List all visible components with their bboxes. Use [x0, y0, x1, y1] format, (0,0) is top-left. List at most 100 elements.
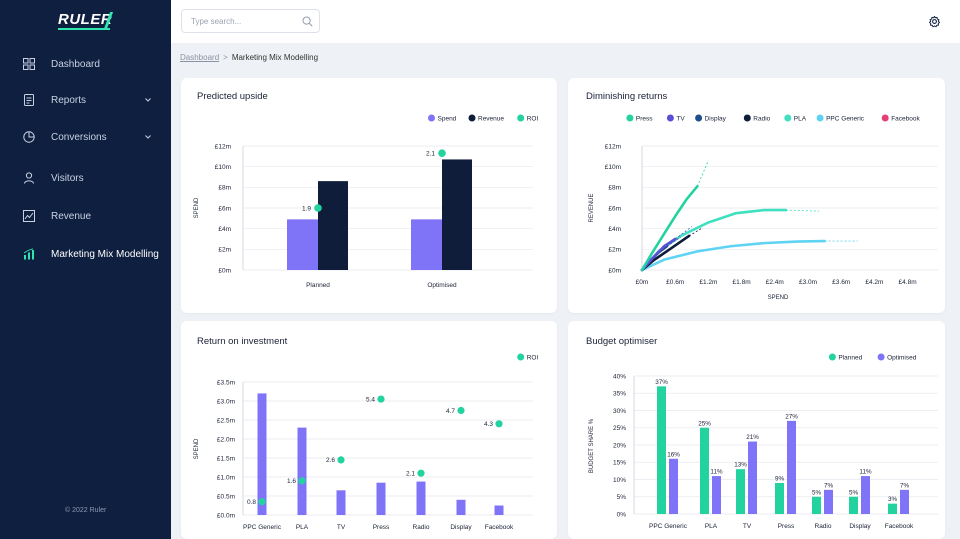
- y-tick-label: 0%: [617, 511, 627, 518]
- projection-pla: [785, 209, 820, 212]
- roi-label: 2.1: [426, 151, 435, 158]
- x-tick-label: £4.2m: [865, 279, 883, 286]
- ruler-logo[interactable]: RULER: [58, 11, 113, 28]
- x-tick-label: PPC Generic: [649, 523, 688, 530]
- roi-label: 4.7: [446, 408, 455, 415]
- sidebar-item-visitors[interactable]: Visitors: [0, 163, 171, 193]
- line-radio: [640, 234, 691, 272]
- bar-spend-display: [456, 499, 466, 515]
- x-tick-label: £2.4m: [766, 279, 784, 286]
- y-tick-label: £12m: [605, 143, 621, 150]
- data-label-planned: 9%: [775, 475, 785, 482]
- sidebar-item-label: Dashboard: [51, 58, 100, 70]
- x-tick-label: PLA: [296, 524, 309, 531]
- y-tick-label: £0.0m: [217, 512, 235, 519]
- card-title: Diminishing returns: [586, 91, 668, 102]
- report-icon: [24, 94, 34, 106]
- bar-optimised-press: [787, 420, 796, 514]
- chart-budget-optimiser: Optimised Planned 0% 5% 10% 15% 20% 25% 30% 35% 40…: [589, 353, 938, 530]
- y-tick-label: £1.5m: [217, 455, 235, 462]
- x-tick-label: £1.8m: [733, 279, 751, 286]
- legend-swatch-revenue: [468, 114, 476, 122]
- y-tick-label: £2m: [608, 247, 621, 254]
- card-title: Budget optimiser: [586, 336, 658, 347]
- roi-label: 2.6: [326, 457, 335, 464]
- bar-optimised-radio: [824, 489, 833, 514]
- data-label-optimised: 16%: [667, 451, 680, 458]
- bar-planned-facebook: [888, 503, 897, 514]
- chart-diminishing-returns: Facebook PPC Generic PLA Radio Display TV Pres…: [589, 114, 938, 301]
- x-tick-label: £4.8m: [899, 279, 917, 286]
- sidebar-item-label: Revenue: [51, 210, 92, 222]
- x-tick-label: PPC Generic: [243, 524, 282, 531]
- roi-point-optimised: [438, 149, 446, 158]
- data-label-optimised: 11%: [710, 469, 723, 476]
- roi-point-planned: [314, 204, 322, 212]
- card-diminishing-returns: Diminishing returns Facebook PPC Generic P…: [568, 78, 945, 313]
- breadcrumb-dashboard-link[interactable]: Dashboard: [180, 53, 220, 62]
- x-tick-label: Radio: [815, 523, 832, 530]
- legend-label-ppc-generic: PPC Generic: [826, 116, 865, 123]
- data-label-planned: 37%: [655, 379, 668, 386]
- bar-revenue-optimised: [442, 159, 472, 270]
- x-tick-label: Facebook: [885, 523, 914, 530]
- y-tick-label: £3.5m: [217, 379, 235, 386]
- legend-swatch-planned: [828, 353, 836, 361]
- data-label-planned: 5%: [812, 489, 822, 496]
- legend-label-facebook: Facebook: [891, 116, 920, 123]
- bar-spend-facebook: [494, 505, 504, 515]
- sidebar-item-label: Reports: [51, 94, 87, 106]
- bar-planned-display: [849, 496, 858, 514]
- bar-optimised-tv: [748, 441, 757, 514]
- data-label-optimised: 27%: [785, 413, 798, 420]
- gear-icon[interactable]: [928, 15, 941, 28]
- x-tick-label: Press: [373, 524, 390, 531]
- y-tick-label: £6m: [218, 205, 231, 212]
- bar-optimised-facebook: [900, 489, 909, 514]
- search-icon[interactable]: [302, 16, 313, 27]
- data-label-optimised: 21%: [746, 434, 759, 441]
- roi-point-tv: [337, 456, 345, 464]
- sidebar-item-revenue[interactable]: Revenue: [0, 201, 171, 231]
- x-tick-label: £0m: [636, 279, 649, 286]
- y-tick-label: £4m: [608, 226, 621, 233]
- legend-label-press: Press: [636, 116, 653, 123]
- chevron-down-icon[interactable]: [144, 96, 152, 104]
- revenue-icon: [23, 210, 35, 222]
- x-tick-label: £3.0m: [799, 279, 817, 286]
- bar-chart-icon: [23, 248, 34, 260]
- sidebar-item-marketing-mix-modelling[interactable]: Marketing Mix Modelling: [0, 239, 171, 269]
- bar-spend-ppc-generic: [257, 393, 267, 515]
- x-tick-label: PLA: [705, 523, 718, 530]
- y-axis-title: REVENUE: [589, 193, 595, 222]
- bar-spend-pla: [297, 427, 307, 515]
- x-tick-label: £0.6m: [666, 279, 684, 286]
- y-tick-label: £6m: [608, 205, 621, 212]
- legend-swatch-radio: [743, 114, 751, 122]
- legend-label-display: Display: [705, 116, 727, 123]
- roi-label: 2.1: [406, 471, 415, 478]
- legend-swatch-display: [695, 114, 703, 122]
- sidebar-item-dashboard[interactable]: Dashboard: [0, 49, 171, 79]
- y-tick-label: 25%: [613, 425, 626, 432]
- projection-tv: [674, 226, 693, 240]
- sidebar-item-reports[interactable]: Reports: [0, 85, 171, 115]
- chevron-down-icon[interactable]: [144, 133, 152, 141]
- legend-label-tv: TV: [676, 116, 685, 123]
- bar-optimised-pla: [712, 476, 721, 514]
- sidebar: RULER Dashboard Reports Conversions: [0, 0, 171, 539]
- sidebar-item-conversions[interactable]: Conversions: [0, 122, 171, 152]
- legend-swatch-roi: [517, 353, 525, 361]
- data-label-optimised: 7%: [824, 482, 834, 489]
- card-predicted-upside: Predicted upside ROI Revenue Spend £0m £2m £4…: [181, 78, 557, 313]
- y-tick-label: 20%: [613, 442, 626, 449]
- card-budget-optimiser: Budget optimiser Optimised Planned 0% 5% 10%…: [568, 321, 945, 539]
- grid-icon: [23, 58, 35, 70]
- legend-label-spend: Spend: [438, 116, 457, 123]
- bar-planned-ppc-generic: [657, 386, 666, 514]
- legend-swatch-ppc-generic: [816, 114, 824, 122]
- search-input[interactable]: [191, 14, 296, 28]
- bar-optimised-ppc-generic: [669, 458, 678, 514]
- sidebar-item-label: Marketing Mix Modelling: [51, 248, 159, 260]
- legend-swatch-optimised: [877, 353, 885, 361]
